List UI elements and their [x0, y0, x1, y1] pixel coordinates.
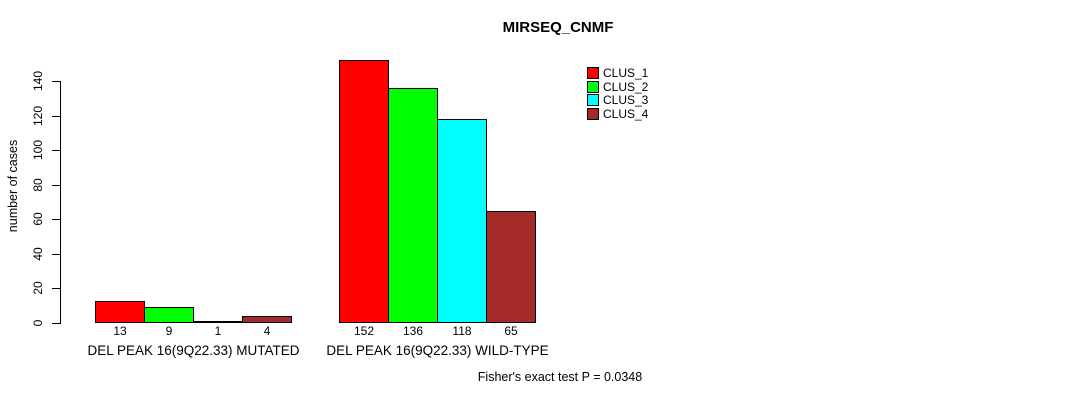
fisher-test-annotation: Fisher's exact test P = 0.0348	[477, 370, 643, 384]
bar-clus_3-group2	[437, 119, 487, 323]
y-tick-mark	[52, 288, 60, 289]
legend-swatch-clus_4	[587, 108, 599, 120]
y-tick-label: 120	[31, 105, 45, 127]
legend-label: CLUS_3	[603, 93, 649, 107]
legend-label: CLUS_1	[603, 66, 649, 80]
y-axis-line	[60, 81, 61, 324]
legend-label: CLUS_2	[603, 80, 649, 94]
y-tick-label: 140	[31, 70, 45, 92]
y-tick-label: 100	[31, 139, 45, 161]
legend-label: CLUS_4	[603, 107, 649, 121]
y-tick-mark	[52, 185, 60, 186]
chart-title: MIRSEQ_CNMF	[502, 19, 614, 36]
group-label: DEL PEAK 16(9Q22.33) MUTATED	[87, 343, 300, 358]
group-label: DEL PEAK 16(9Q22.33) WILD-TYPE	[326, 343, 549, 358]
bar-clus_1-group2	[339, 60, 389, 323]
bar-value-label: 118	[452, 324, 472, 338]
bar-value-label: 136	[402, 324, 424, 338]
legend-swatch-clus_1	[587, 67, 599, 79]
y-tick-label: 20	[31, 281, 45, 295]
y-tick-mark	[52, 150, 60, 151]
bar-value-label: 65	[504, 324, 518, 338]
bar-clus_4-group1	[242, 316, 292, 323]
legend-swatch-clus_2	[587, 81, 599, 93]
bar-value-label: 1	[214, 324, 222, 338]
y-tick-mark	[52, 116, 60, 117]
legend-swatch-clus_3	[587, 94, 599, 106]
bar-clus_4-group2	[486, 211, 536, 323]
y-tick-label: 40	[31, 247, 45, 261]
bar-value-label: 152	[353, 324, 375, 338]
y-axis-label: number of cases	[6, 139, 20, 233]
y-tick-label: 0	[31, 319, 45, 327]
y-tick-mark	[52, 219, 60, 220]
bar-clus_3-group1	[193, 321, 243, 323]
y-tick-mark	[52, 323, 60, 324]
bar-clus_1-group1	[95, 301, 145, 323]
y-tick-mark	[52, 254, 60, 255]
y-tick-label: 80	[31, 178, 45, 192]
bar-value-label: 9	[165, 324, 173, 338]
y-tick-label: 60	[31, 212, 45, 226]
y-tick-mark	[52, 81, 60, 82]
bar-value-label: 4	[263, 324, 271, 338]
bar-value-label: 13	[113, 324, 127, 338]
bar-clus_2-group1	[144, 307, 194, 323]
bar-clus_2-group2	[388, 88, 438, 323]
